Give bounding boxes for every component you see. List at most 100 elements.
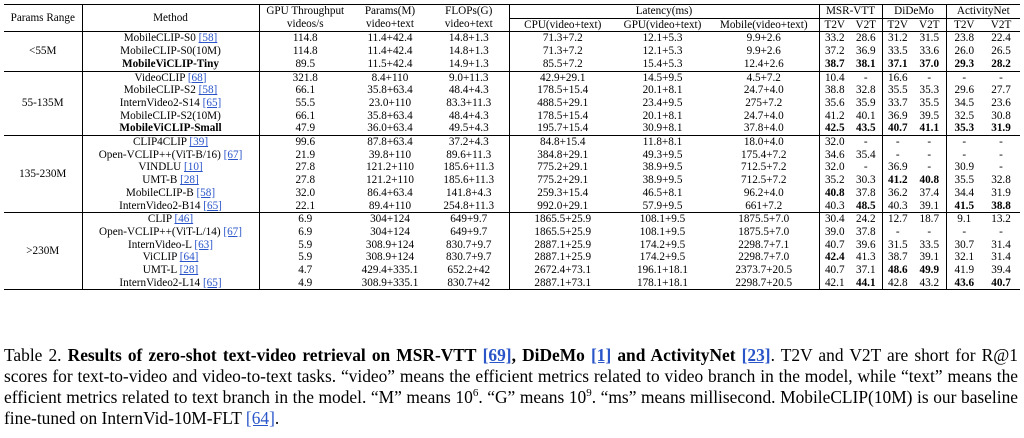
mobile-cell: 12.4+2.6 [709,57,820,72]
throughput-cell: 4.7 [298,264,313,277]
mobile-cell: 661+7.2 [709,199,820,213]
params-cell: 86.4+63.4 [367,186,413,199]
did-v2t-cell: 18.7 [913,212,947,226]
cpu-cell: 775.2+29.1 [537,174,589,187]
method-name: CLIP [147,213,172,226]
act-v2t-cell: 31.4 [991,238,1011,251]
did-v2t-cell: 39.5 [913,109,947,123]
citation-link[interactable]: [10] [184,161,203,174]
msr-t2v-cell: 42.5 [824,122,845,135]
results-table: Params Range Method GPU Throughput Param… [4,3,1021,291]
gpu-cell: 38.9+9.5 [642,161,683,174]
did-t2v-cell: 36.9 [887,109,908,122]
did-v2t-cell: 35.3 [913,84,947,97]
citation-link[interactable]: [46] [174,213,194,226]
act-v2t-cell: 27.7 [991,84,1011,97]
cpu-cell: 84.8+15.4 [509,135,616,149]
act-t2v-cell: - [946,135,983,149]
method-cell: CLIP4CLIP [39] [82,135,260,149]
citation-link[interactable]: [28] [180,174,199,187]
cpu-cell: 178.5+15.4 [537,84,589,97]
cpu-cell: 259.3+15.4 [537,186,589,199]
table-row: MobileViCLIP-Small 47.9 36.0+63.4 49.5+4.3 1… [4,122,1020,136]
citation-link[interactable]: [58] [198,84,218,97]
citation-link[interactable]: [64] [179,251,199,264]
citation-link[interactable]: [67] [223,148,243,161]
caption-citation-link[interactable]: [23] [741,345,771,365]
params-cell: 429.4+335.1 [361,264,419,277]
did-t2v-cell: 36.2 [887,186,908,199]
msr-t2v-cell: 35.2 [824,174,845,187]
did-t2v-cell: 36.9 [887,161,908,174]
flops-cell: 830.7+9.7 [429,238,510,252]
did-t2v-cell: 31.5 [887,238,908,251]
throughput-cell: 27.8 [295,174,316,187]
params-range-cell: 55-135M [4,70,83,137]
caption-citation-link[interactable]: [1] [590,345,612,365]
msr-v2t-cell: 39.6 [850,238,883,252]
header-gpu: GPU(video+text) [616,18,709,33]
flops-cell: 14.9+1.3 [429,57,510,72]
citation-link[interactable]: [28] [179,264,199,277]
citation-link[interactable]: [65] [203,199,222,212]
msr-v2t-cell: 24.2 [850,212,883,226]
msr-t2v-cell: 40.3 [824,199,845,212]
msr-t2v-cell: 40.8 [824,186,845,199]
act-v2t-cell: 30.8 [991,109,1011,122]
msr-t2v-cell: 38.7 [824,57,845,70]
header-params-unit: video+text [351,18,429,33]
did-t2v-cell: 40.3 [887,199,908,212]
mobile-cell: 2298.7+7.0 [709,251,820,265]
method-cell: InternVideo2-L14 [65] [82,276,260,291]
flops-cell: 649+9.7 [429,225,510,239]
method-name: MobileCLIP-S2 [123,84,196,97]
gpu-cell: 20.1+8.1 [642,84,683,97]
throughput-cell: 66.1 [295,84,316,97]
caption-citation-link[interactable]: [69] [482,345,512,365]
gpu-cell: 14.5+9.5 [616,70,709,85]
act-t2v-cell: 30.9 [954,161,975,174]
msr-t2v-cell: 32.0 [819,135,850,149]
gpu-cell: 15.4+5.3 [642,57,683,70]
table-row: ViCLIP [64] 5.9 308.9+124 830.7+9.7 2887.1+2… [4,251,1020,265]
header-activitynet-t2v: T2V [946,18,983,33]
citation-link[interactable]: [58] [198,32,218,45]
did-t2v-cell: 38.7 [887,251,908,264]
citation-link[interactable]: [68] [187,71,207,84]
act-t2v-cell: 41.5 [954,199,975,212]
method-name: VideoCLIP [134,71,186,84]
flops-cell: 141.8+4.3 [429,186,510,200]
act-v2t-cell: - [982,70,1021,85]
citation-link[interactable]: [65] [202,96,222,109]
caption-citation-link[interactable]: [64] [245,408,275,428]
act-t2v-cell: 34.5 [954,96,975,109]
did-v2t-cell: 40.8 [913,174,947,187]
msr-t2v-cell: 42.1 [819,276,850,291]
params-cell: 308.9+335.1 [351,276,429,291]
citation-link[interactable]: [67] [223,225,242,238]
throughput-cell: 32.0 [295,186,316,199]
act-t2v-cell: 23.8 [946,31,983,46]
table-row: >230M CLIP [46] 6.9 304+124 649+9.7 1865.5+25… [4,212,1021,291]
citation-link[interactable]: [58] [196,186,216,199]
cpu-cell: 71.3+7.2 [509,31,616,46]
table-row: InternVideo2-B14 [65] 22.1 89.4+110 254.8+1… [4,199,1020,213]
flops-cell: 9.0+11.3 [429,70,510,85]
flops-cell: 89.6+11.3 [429,148,510,162]
method-name: ViCLIP [142,251,177,264]
msr-t2v-cell: 39.0 [824,225,845,238]
citation-link[interactable]: [39] [189,136,209,149]
citation-link[interactable]: [63] [194,238,213,251]
flops-cell: 830.7+42 [429,276,510,291]
msr-v2t-cell: 48.5 [850,199,883,213]
gpu-cell: 174.2+9.5 [639,238,686,251]
act-t2v-cell: 26.0 [954,45,975,58]
caption-text-b: . “G” means 10 [478,387,587,407]
method-name: Open-VCLIP++(ViT-B/16) [98,148,221,161]
throughput-cell: 6.9 [298,225,313,238]
did-t2v-cell: - [895,225,900,238]
method-name: Open-VCLIP++(ViT-L/14) [99,225,221,238]
method-name: InternVideo2-B14 [119,199,201,212]
mobile-cell: 1875.5+7.0 [709,225,820,239]
citation-link[interactable]: [65] [202,276,222,289]
